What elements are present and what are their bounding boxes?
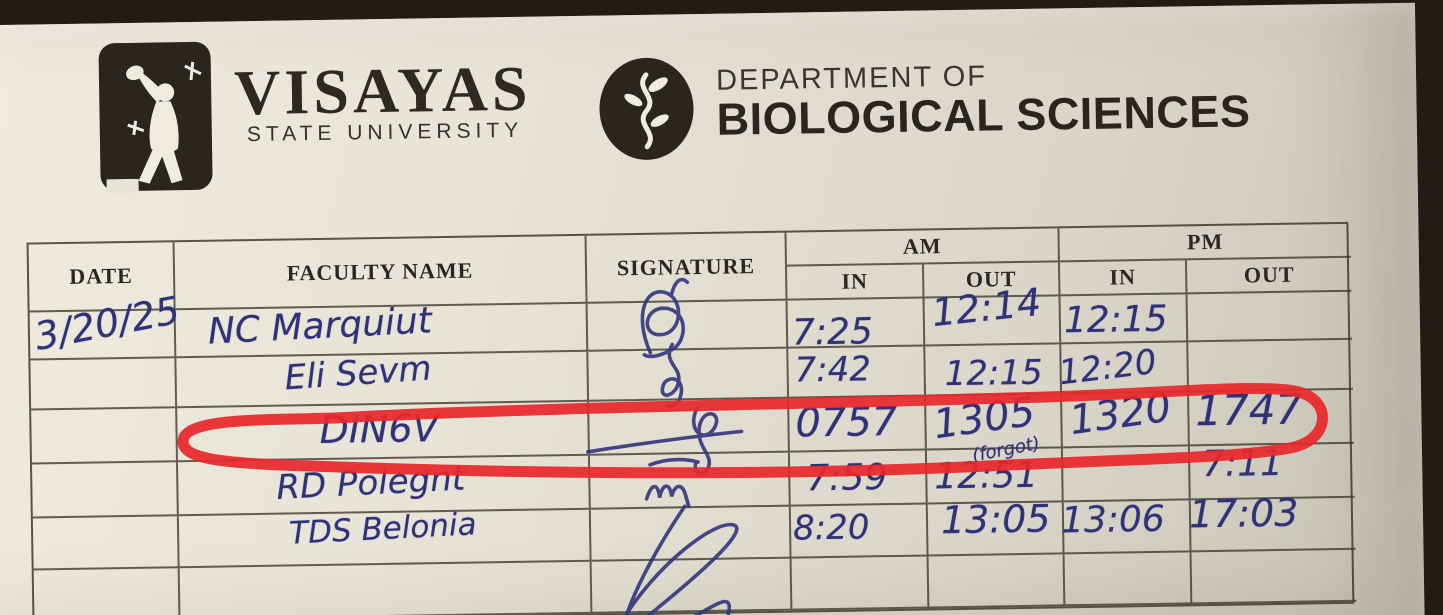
table-cell <box>30 358 178 411</box>
col-header-am-in: IN <box>786 264 925 301</box>
col-header-pm-out: OUT <box>1186 257 1352 295</box>
entry-name-row3: DIN6V <box>319 406 439 453</box>
university-wordmark: VISAYAS <box>233 52 532 129</box>
table-cell <box>591 558 793 614</box>
table-cell <box>179 561 593 615</box>
entry-am-in-row3: 0757 <box>795 398 898 447</box>
table-cell <box>589 452 791 510</box>
table-cell <box>1062 446 1191 503</box>
entry-am-in-row2: 7:42 <box>794 349 872 391</box>
col-header-pm: PM <box>1059 223 1351 263</box>
table-cell <box>32 462 179 519</box>
table-cell <box>590 506 792 562</box>
entry-pm-in-row5: 13:06 <box>1060 498 1166 542</box>
entry-pm-out-row5: 17:03 <box>1188 490 1299 537</box>
table-cell <box>1191 549 1357 605</box>
table-cell <box>31 408 178 465</box>
col-header-signature: SIGNATURE <box>586 232 788 304</box>
entry-am-out-row2: 12:15 <box>944 352 1043 395</box>
entry-am-in-row5: 8:20 <box>792 507 870 549</box>
department-title-line2: BIOLOGICAL SCIENCES <box>716 85 1251 146</box>
table-cell <box>33 568 181 615</box>
table-cell <box>589 398 790 456</box>
table-cell <box>587 300 789 352</box>
col-header-faculty-name: FACULTY NAME <box>174 235 588 311</box>
vsu-logo-icon <box>98 41 213 194</box>
table-cell <box>32 516 180 571</box>
entry-am-in-row1: 7:25 <box>791 311 874 354</box>
entry-am-in-row4: 7:59 <box>806 457 888 500</box>
entry-pm-out-row4: 7:11 <box>1201 442 1284 486</box>
entry-am-out-row5: 13:05 <box>940 496 1051 543</box>
table-cell <box>588 348 790 402</box>
department-title: DEPARTMENT OF BIOLOGICAL SCIENCES <box>716 57 1251 146</box>
table-cell <box>928 554 1066 609</box>
entry-pm-out-row3: 1747 <box>1194 384 1303 436</box>
university-wordmark-subtitle: STATE UNIVERSITY <box>246 118 524 147</box>
table-cell <box>1187 291 1353 343</box>
col-header-pm-in: IN <box>1059 260 1188 297</box>
entry-pm-in-row1: 12:15 <box>1063 298 1168 342</box>
biological-sciences-logo-icon <box>599 57 694 160</box>
col-header-am: AM <box>786 228 1060 267</box>
table-cell <box>1064 552 1193 607</box>
table-cell <box>791 556 930 611</box>
entry-am-out-row4: 12:51 <box>933 454 1039 498</box>
